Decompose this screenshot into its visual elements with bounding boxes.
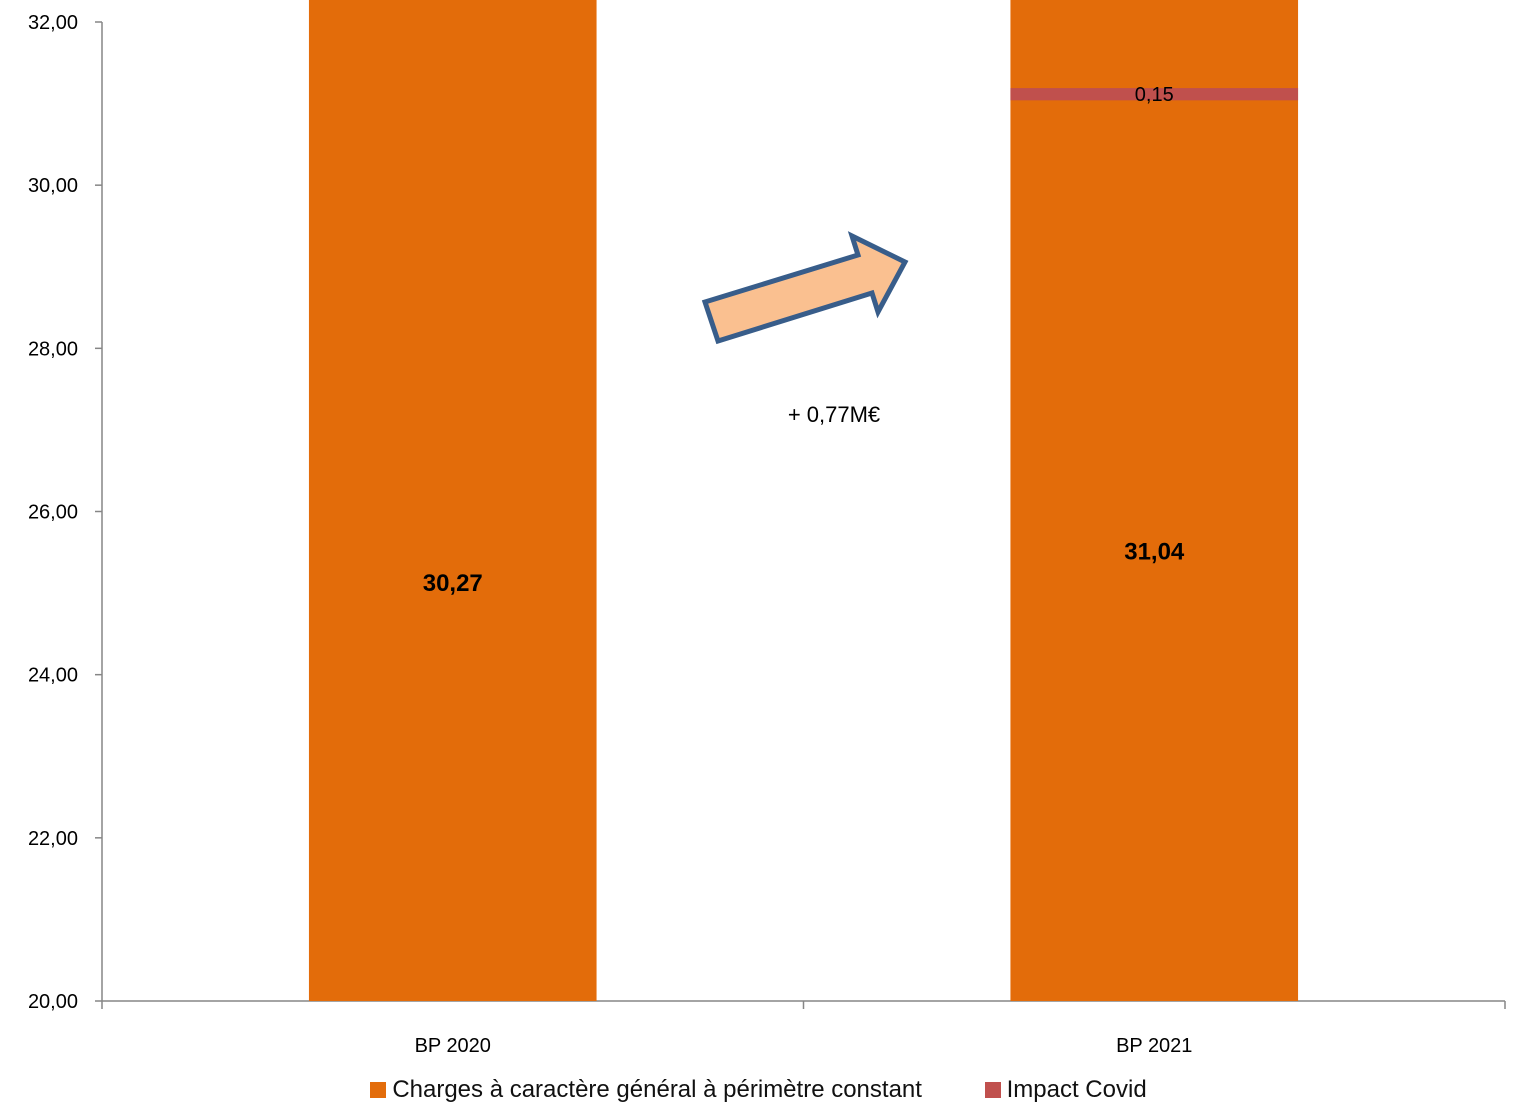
x-tick-label: BP 2020 <box>415 1035 491 1057</box>
x-axis: BP 2020 BP 2021 <box>101 1000 1506 1057</box>
y-tick-label: 30,00 <box>28 175 78 197</box>
y-tick-label: 28,00 <box>28 338 78 360</box>
increase-annotation: + 0,77M€ <box>701 231 909 427</box>
bar-charges <box>1010 0 1299 1001</box>
covid-value-label: 0,15 <box>1135 84 1174 106</box>
legend-label-charges: Charges à caractère général à périmètre … <box>392 1076 922 1103</box>
y-tick-label: 20,00 <box>28 991 78 1013</box>
y-tick-label: 22,00 <box>28 828 78 850</box>
increase-annotation-text: + 0,77M€ <box>788 402 880 427</box>
legend-swatch-covid <box>984 1082 1001 1098</box>
increase-arrow-icon <box>701 231 909 345</box>
y-tick-label: 26,00 <box>28 502 78 524</box>
x-tick-label: BP 2021 <box>1116 1035 1192 1057</box>
legend-item-covid: Impact Covid <box>984 1076 1147 1104</box>
legend-item-charges: Charges à caractère général à périmètre … <box>370 1076 922 1104</box>
bar-value-label: 30,27 <box>423 570 483 597</box>
y-tick-label: 32,00 <box>28 12 78 34</box>
y-axis: 20,00 22,00 24,00 26,00 28,00 30,00 32,00 <box>28 12 103 1013</box>
legend-swatch-charges <box>370 1082 387 1098</box>
bar-value-label: 31,04 <box>1124 539 1185 566</box>
bar-covid <box>1010 88 1299 101</box>
y-tick-label: 24,00 <box>28 665 78 687</box>
legend-label-covid: Impact Covid <box>1006 1076 1147 1103</box>
data-labels: 30,27 31,04 0,15 <box>423 84 1185 597</box>
bar-charges <box>308 0 597 1002</box>
bars <box>308 0 1299 1002</box>
legend: Charges à caractère général à périmètre … <box>0 1076 1517 1105</box>
